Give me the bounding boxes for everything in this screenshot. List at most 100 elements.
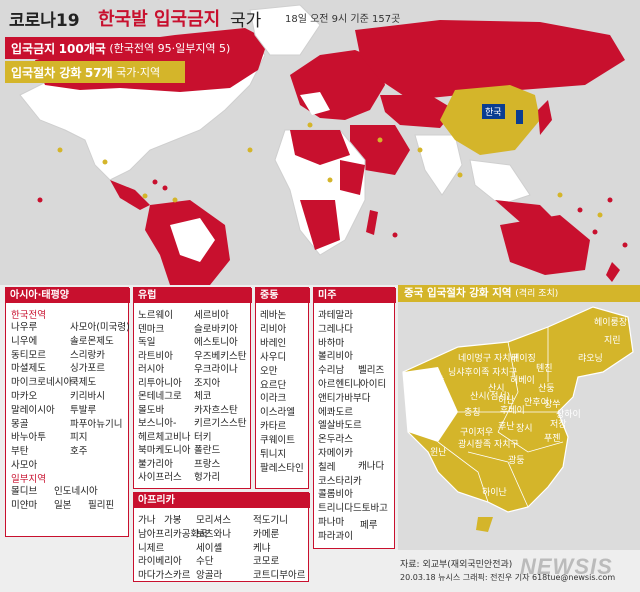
europe-country: 슬로바키아: [194, 323, 238, 335]
asia-country: 키리바시: [70, 391, 105, 402]
asia-partial-country: 미얀마: [11, 500, 38, 511]
asia-country: 파푸아뉴기니: [70, 418, 123, 430]
asia-country: 싱가포르: [70, 363, 105, 375]
china-region-label: 윈난: [430, 448, 447, 458]
legend-strengthen: 입국절차 강화 57개 국가·지역: [5, 61, 185, 83]
africa-country: 남아프리카공화국: [138, 528, 208, 540]
asia-country: 니우에: [11, 335, 38, 347]
europe-country: 조지아: [194, 377, 221, 389]
americas-country: 앤티가바부다: [318, 392, 371, 404]
panel-asia-header: 아시아·태평양: [6, 288, 130, 303]
mideast-country: 사우디: [260, 351, 287, 363]
china-region-label: 산시: [488, 384, 505, 394]
china-region-label: 허난: [498, 396, 515, 406]
asia-country: 바누아투: [11, 432, 46, 444]
panel-asia: 아시아·태평양 한국전역 나우루 니우에 동티모르 마셜제도 마이크로네시아 마카오 말레이…: [5, 287, 130, 537]
china-region-label: 후베이: [500, 406, 525, 416]
europe-country: 몰도바: [138, 404, 165, 416]
europe-country: 리투아니아: [138, 377, 182, 389]
africa-country: 세이셸: [196, 542, 223, 554]
asia-country: 스리랑카: [70, 349, 105, 361]
mideast-country: 카타르: [260, 421, 287, 433]
mideast-country: 이라크: [260, 393, 287, 405]
europe-country: 북마케도니아: [138, 445, 191, 456]
europe-country: 세르비아: [194, 310, 229, 321]
legend-strengthen-count: 57개: [84, 65, 113, 80]
americas-country: 캐나다: [358, 461, 385, 472]
africa-country: 수단: [196, 556, 214, 568]
mideast-country: 팔레스타인: [260, 462, 304, 474]
americas-country: 바하마: [318, 337, 345, 349]
americas-country: 볼리비아: [318, 351, 353, 363]
africa-country: 가나: [138, 515, 156, 526]
americas-country: 에콰도르: [318, 406, 353, 418]
americas-country: 과테말라: [318, 310, 353, 321]
asia-partial-country: 몰디브: [11, 486, 38, 497]
china-region-label: 네이멍구 자치구: [458, 354, 519, 364]
europe-country: 헝가리: [194, 472, 221, 483]
americas-country: 엘살바도르: [318, 420, 362, 432]
africa-country: 보츠와나: [196, 528, 231, 540]
title-highlight: 한국발 입국금지: [98, 9, 221, 30]
americas-country: 그레나다: [318, 323, 353, 335]
africa-country: 앙골라: [196, 570, 223, 582]
panel-europe: 유럽 노르웨이 덴마크 독일 라트비아 러시아 리투아니아 몬테네그로 몰도바 보스니아- 헤르체…: [133, 287, 252, 489]
legend-strengthen-detail: 국가·지역: [116, 66, 161, 79]
europe-country: 우즈베키스탄: [194, 350, 247, 362]
asia-country: 솔로몬제도: [70, 335, 114, 347]
china-header-note: (격리 조치): [515, 289, 559, 299]
asia-partial-country: 인도네시아: [54, 486, 98, 497]
china-region-label: 쓰촨: [432, 406, 449, 416]
china-region-label: 베이징: [511, 354, 536, 364]
europe-country: 카자흐스탄: [194, 404, 238, 416]
panel-mideast: 중동 레바논 리비아 바레인 사우디 오만 요르단 이라크 이스라엘 카타르 쿠웨이트 튀니지 팔레스…: [255, 287, 310, 489]
china-region-label: 광둥: [508, 456, 525, 466]
europe-country: 키르기스스탄: [194, 418, 247, 429]
europe-country: 노르웨이: [138, 310, 173, 321]
title-suffix: 국가: [230, 11, 262, 31]
source-line1: 자료: 외교부(재외국민안전과): [400, 560, 513, 570]
americas-country: 파나마: [318, 517, 345, 528]
asia-country: 동티모르: [11, 349, 46, 361]
americas-country: 페루: [360, 520, 378, 531]
panel-americas-header: 미주: [314, 288, 396, 303]
americas-country: 벨리즈: [358, 365, 385, 376]
title-note: 18일 오전 9시 기준 157곳: [285, 14, 401, 25]
mideast-country: 쿠웨이트: [260, 435, 295, 447]
china-region-label: 장쑤: [544, 400, 561, 410]
europe-country: 프랑스: [194, 458, 221, 470]
china-region-label: 톈진: [536, 364, 553, 374]
china-region-label: 간쑤: [428, 376, 445, 386]
china-region-label: 산둥: [538, 384, 555, 394]
china-region-label: 후난: [498, 422, 515, 432]
china-region-label: 광시좡족 자치구: [458, 440, 519, 450]
americas-country: 아이티: [360, 379, 387, 390]
newsis-watermark: NEWSIS: [520, 554, 613, 579]
asia-country: 몽골: [11, 418, 29, 430]
americas-country: 칠레: [318, 461, 336, 473]
panel-europe-header: 유럽: [134, 288, 252, 303]
mideast-country: 레바논: [260, 310, 287, 321]
mideast-country: 리비아: [260, 323, 287, 335]
africa-country: 코모로: [253, 556, 280, 568]
americas-country: 온두라스: [318, 434, 353, 446]
china-region-label: 상하이: [556, 410, 581, 420]
china-inset: 중국 입국절차 강화 지역 (격리 조치) 헤이룽장 지린 랴오닝 베이징 톈진 네이멍구…: [398, 285, 640, 550]
americas-country: 콜롬비아: [318, 489, 353, 501]
europe-country: 사이프러스: [138, 472, 182, 483]
europe-country: 우크라이나: [194, 364, 238, 375]
china-region-label: 산시(섬서): [470, 392, 511, 402]
legend-ban-count: 100개국: [58, 41, 106, 56]
asia-country: 사모아: [11, 460, 38, 471]
legend-strengthen-label: 입국절차 강화: [11, 65, 82, 80]
asia-country: 사모아(미국령): [70, 322, 130, 333]
europe-country: 덴마크: [138, 323, 165, 335]
china-region-label: 장시: [516, 424, 533, 434]
asia-country: 부탄: [11, 446, 29, 458]
asia-country: 쿡제도: [70, 377, 97, 389]
americas-country: 코스타리카: [318, 475, 362, 487]
title-bar: 코로나19 한국발 입국금지 국가 18일 오전 9시 기준 157곳: [0, 0, 640, 31]
asia-country: 피지: [70, 432, 88, 444]
europe-country: 터키: [194, 431, 212, 443]
panel-africa: 아프리카 가나 남아프리카공화국 니제르 라이베리아 마다가스카르 가봉 모리셔스 보츠와…: [133, 492, 310, 582]
